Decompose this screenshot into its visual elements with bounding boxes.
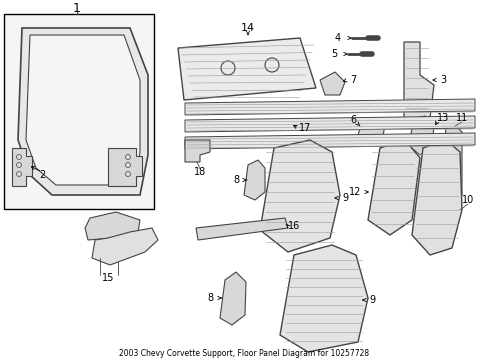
- Polygon shape: [280, 245, 367, 352]
- Polygon shape: [85, 212, 140, 240]
- Text: 8: 8: [206, 293, 213, 303]
- Polygon shape: [178, 38, 315, 100]
- Polygon shape: [26, 35, 140, 185]
- Text: 8: 8: [232, 175, 239, 185]
- Bar: [4, 14, 154, 209]
- Polygon shape: [319, 72, 345, 95]
- Polygon shape: [184, 116, 474, 132]
- Text: 9: 9: [341, 193, 347, 203]
- Polygon shape: [407, 116, 433, 155]
- Polygon shape: [18, 28, 148, 195]
- Text: 4: 4: [334, 33, 340, 43]
- Text: 6: 6: [349, 115, 355, 125]
- Text: 14: 14: [241, 23, 255, 33]
- Polygon shape: [439, 126, 461, 200]
- Polygon shape: [403, 42, 433, 120]
- Text: 15: 15: [102, 273, 114, 283]
- Text: 2003 Chevy Corvette Support, Floor Panel Diagram for 10257728: 2003 Chevy Corvette Support, Floor Panel…: [119, 349, 368, 358]
- Text: 18: 18: [193, 167, 206, 177]
- Text: 2: 2: [39, 170, 45, 180]
- Text: 11: 11: [455, 113, 467, 123]
- Polygon shape: [92, 228, 158, 265]
- Polygon shape: [184, 133, 474, 149]
- Text: 1: 1: [73, 1, 81, 14]
- Polygon shape: [411, 140, 461, 255]
- Polygon shape: [244, 160, 264, 200]
- Text: 10: 10: [461, 195, 473, 205]
- Polygon shape: [184, 99, 474, 115]
- Polygon shape: [357, 118, 384, 143]
- Text: 9: 9: [368, 295, 374, 305]
- Polygon shape: [184, 140, 209, 162]
- Polygon shape: [220, 272, 245, 325]
- Polygon shape: [108, 148, 142, 186]
- Polygon shape: [196, 218, 287, 240]
- Text: 12: 12: [348, 187, 361, 197]
- Polygon shape: [260, 140, 339, 252]
- Text: 3: 3: [439, 75, 445, 85]
- Text: 16: 16: [287, 221, 300, 231]
- Text: 5: 5: [330, 49, 336, 59]
- Polygon shape: [12, 148, 32, 186]
- Text: 7: 7: [349, 75, 355, 85]
- Text: 17: 17: [298, 123, 310, 133]
- Polygon shape: [367, 140, 419, 235]
- Text: 13: 13: [436, 113, 448, 123]
